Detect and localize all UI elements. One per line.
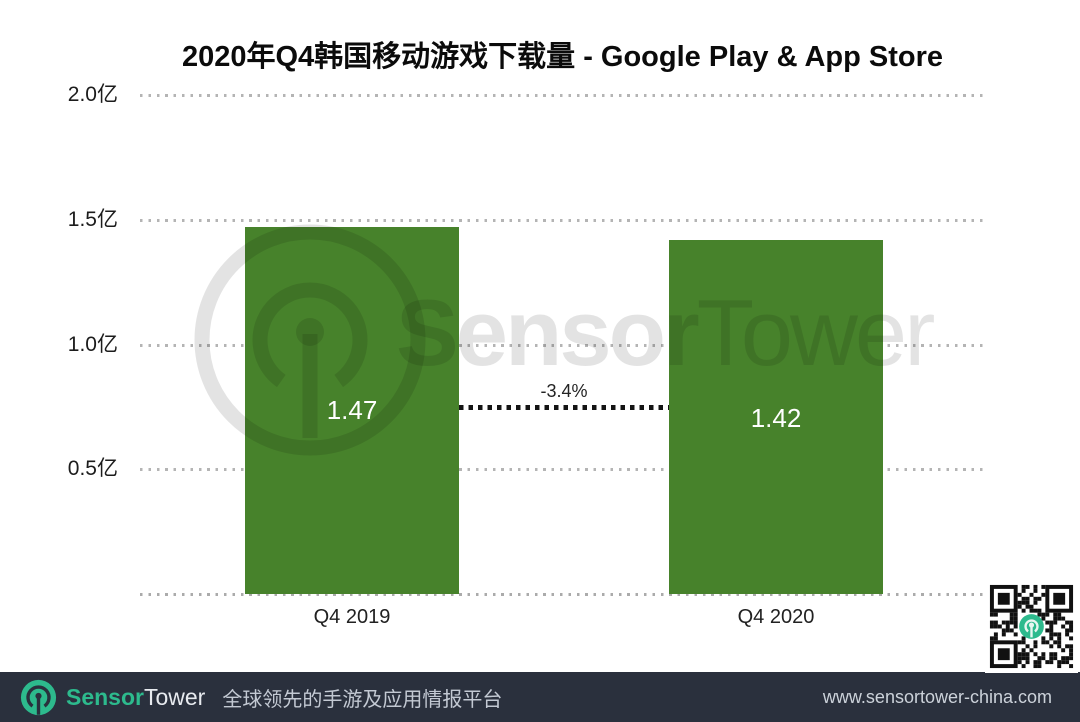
- gridline: [140, 468, 985, 472]
- change-connector-line: [459, 405, 669, 410]
- bar-q4-2020: [669, 239, 883, 594]
- qr-code: [985, 580, 1078, 673]
- x-axis-line: [140, 593, 985, 596]
- qr-code-image: [985, 580, 1078, 673]
- gridline: [140, 343, 985, 347]
- x-tick-label-q4-2019: Q4 2019: [313, 606, 391, 628]
- bar-q4-2019: [245, 227, 459, 594]
- bar-chart: SensorTower 1.47 1.42 -3.4% Q4 2019 Q4 2…: [67, 83, 1078, 673]
- footer-bar: SensorTower 全球领先的手游及应用情报平台 www.sensortow…: [0, 672, 1080, 722]
- gridline: [140, 218, 985, 222]
- footer-tagline: 全球领先的手游及应用情报平台: [222, 688, 503, 711]
- y-tick-label: 2.0亿: [67, 83, 118, 106]
- x-tick-label-q4-2020: Q4 2020: [737, 606, 815, 628]
- gridline: [140, 94, 985, 97]
- y-tick-label: 0.5亿: [67, 457, 118, 481]
- sensortower-logo: [20, 679, 57, 715]
- y-tick-label: 1.0亿: [67, 332, 118, 356]
- footer-brand-tower: Tower: [143, 683, 206, 710]
- chart-title: 2020年Q4韩国移动游戏下载量 - Google Play & App Sto…: [181, 41, 944, 73]
- y-tick-label: 1.5亿: [67, 207, 118, 231]
- bar-value-label-q4-2020: 1.42: [750, 403, 802, 433]
- footer-brand-sensor: Sensor: [66, 683, 144, 710]
- bar-value-label-q4-2019: 1.47: [326, 395, 378, 425]
- qr-center-logo: [1019, 614, 1044, 639]
- footer-brand: SensorTower: [66, 684, 205, 711]
- footer-url: www.sensortower-china.com: [822, 686, 1052, 707]
- change-percent-label: -3.4%: [540, 381, 588, 401]
